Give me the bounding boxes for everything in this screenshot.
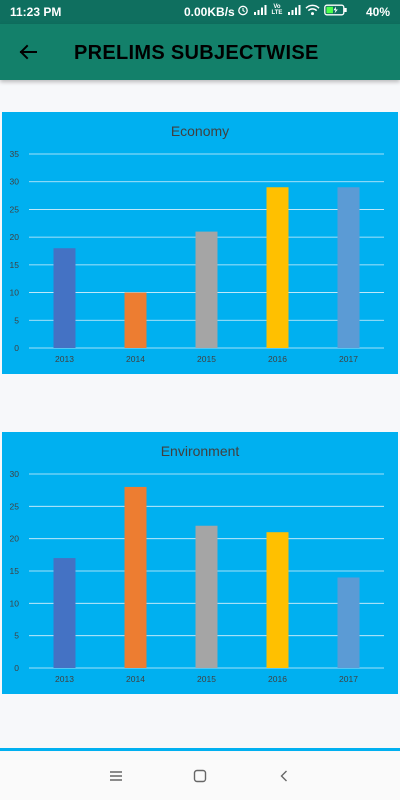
battery-percent: 40% [366,5,391,19]
status-icons: Vo LTE [237,4,348,16]
y-tick-label: 20 [10,232,20,242]
status-time: 11:23 PM [10,5,62,19]
back-icon [280,770,287,782]
y-tick-label: 30 [10,469,20,479]
home-button[interactable] [189,765,211,787]
y-tick-label: 5 [14,631,19,641]
y-tick-label: 15 [10,566,20,576]
bar-2014 [124,292,147,348]
status-net-speed: 0.00KB/s [184,5,235,19]
page-title: PRELIMS SUBJECTWISE [74,42,319,64]
y-tick-label: 30 [10,177,20,187]
nav-back-button[interactable] [273,765,295,787]
x-tick-label: 2015 [197,354,216,364]
chart-svg: Environment 0 5 10 15 20 25 30 2013 2014 2015 2016 2… [10,443,384,684]
bar-2013 [53,248,76,348]
y-tick-label: 0 [14,663,19,673]
app-bar: PRELIMS SUBJECTWISE [0,24,400,80]
signal-icon-2 [288,5,301,15]
system-nav-bar [0,752,400,800]
x-tick-label: 2016 [268,354,287,364]
chart-svg: Economy 0 5 10 15 20 25 30 35 2013 2014 2015 2016 201… [10,123,384,364]
y-tick-label: 10 [10,598,20,608]
chart-title: Environment [161,443,240,459]
alarm-icon [238,5,248,16]
bar-2015 [195,525,218,668]
menu-button[interactable] [105,765,127,787]
y-tick-label: 15 [10,260,20,270]
x-tick-label: 2017 [339,674,358,684]
x-tick-label: 2014 [126,674,145,684]
y-tick-label: 35 [10,149,20,159]
volte-label: Vo LTE [271,4,283,16]
chart-title: Economy [171,123,229,139]
bar-2016 [266,187,289,348]
divider [0,748,400,751]
battery-icon [324,4,347,16]
bar-2013 [53,558,76,668]
y-tick-label: 25 [10,501,20,511]
back-button[interactable] [14,38,42,66]
status-bar: 11:23 PM 0.00KB/s Vo LTE 40% [0,0,400,24]
environment-chart: Environment 0 5 10 15 20 25 30 2013 2014 2015 2016 2… [2,432,398,694]
economy-chart: Economy 0 5 10 15 20 25 30 35 2013 2014 2015 2016 201… [2,112,398,374]
y-tick-label: 25 [10,204,20,214]
signal-icon [254,5,267,15]
arrow-left-icon [19,44,37,60]
y-tick-label: 0 [14,343,19,353]
x-tick-label: 2013 [55,674,74,684]
y-tick-label: 10 [10,288,20,298]
bar-2014 [124,486,147,668]
y-tick-label: 5 [14,315,19,325]
bar-2016 [266,532,289,668]
home-icon [193,769,207,783]
x-tick-label: 2015 [197,674,216,684]
bar-2015 [195,231,218,348]
y-tick-label: 20 [10,534,20,544]
x-tick-label: 2013 [55,354,74,364]
x-tick-label: 2016 [268,674,287,684]
x-tick-label: 2017 [339,354,358,364]
bar-2017 [337,187,360,348]
wifi-icon [305,4,320,16]
bar-2017 [337,577,360,668]
x-tick-label: 2014 [126,354,145,364]
menu-icon [110,771,122,781]
